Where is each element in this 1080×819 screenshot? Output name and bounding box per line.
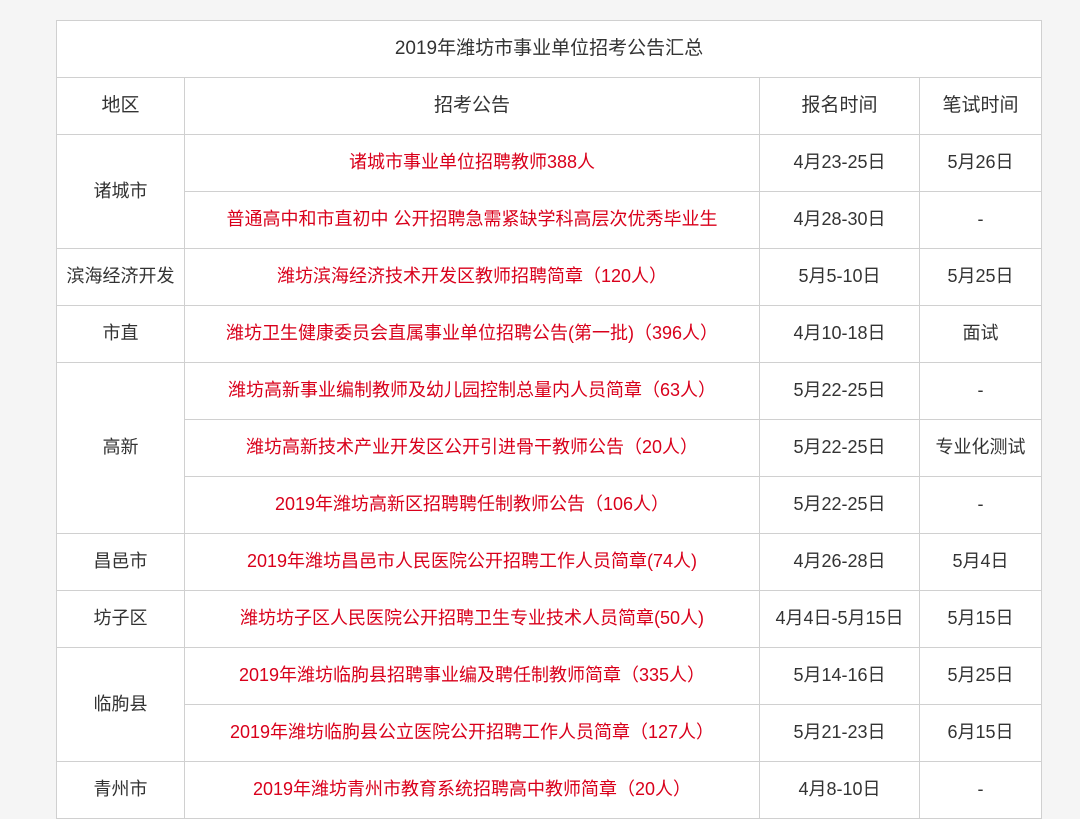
notice-link[interactable]: 2019年潍坊高新区招聘聘任制教师公告（106人） [275,494,669,514]
cell-exam-time: - [919,363,1041,420]
table-row: 潍坊高新技术产业开发区公开引进骨干教师公告（20人） 5月22-25日专业化测试 [57,420,1042,477]
cell-region: 青州市 [57,762,185,819]
table-row: 青州市 2019年潍坊青州市教育系统招聘高中教师简章（20人） 4月8-10日- [57,762,1042,819]
cell-notice: 2019年潍坊临朐县招聘事业编及聘任制教师简章（335人） [185,648,760,705]
cell-exam-time: - [919,192,1041,249]
cell-apply-time: 5月22-25日 [759,363,919,420]
cell-notice: 潍坊高新事业编制教师及幼儿园控制总量内人员简章（63人） [185,363,760,420]
notice-link[interactable]: 潍坊高新技术产业开发区公开引进骨干教师公告（20人） [246,437,698,457]
notice-link[interactable]: 潍坊高新事业编制教师及幼儿园控制总量内人员简章（63人） [228,380,716,400]
notice-link[interactable]: 2019年潍坊临朐县招聘事业编及聘任制教师简章（335人） [239,665,705,685]
cell-region: 市直 [57,306,185,363]
cell-notice: 潍坊滨海经济技术开发区教师招聘简章（120人） [185,249,760,306]
table-title: 2019年潍坊市事业单位招考公告汇总 [57,21,1042,78]
recruitment-table: 2019年潍坊市事业单位招考公告汇总地区招考公告报名时间笔试时间诸城市 诸城市事业… [56,20,1042,819]
table-row: 诸城市诸城市事业单位招聘教师388人4月23-25日5月26日 [57,135,1042,192]
cell-exam-time: 5月25日 [919,249,1041,306]
cell-apply-time: 5月5-10日 [759,249,919,306]
cell-notice: 2019年潍坊高新区招聘聘任制教师公告（106人） [185,477,760,534]
cell-notice: 潍坊坊子区人民医院公开招聘卫生专业技术人员简章(50人) [185,591,760,648]
cell-apply-time: 4月23-25日 [759,135,919,192]
col-header-region: 地区 [57,78,185,135]
cell-exam-time: 5月26日 [919,135,1041,192]
cell-notice: 潍坊卫生健康委员会直属事业单位招聘公告(第一批)（396人） [185,306,760,363]
cell-region: 临朐县 [57,648,185,762]
col-header-notice: 招考公告 [185,78,760,135]
notice-link[interactable]: 潍坊滨海经济技术开发区教师招聘简章（120人） [277,266,667,286]
cell-exam-time: 专业化测试 [919,420,1041,477]
cell-notice: 2019年潍坊昌邑市人民医院公开招聘工作人员简章(74人) [185,534,760,591]
cell-apply-time: 5月22-25日 [759,477,919,534]
cell-apply-time: 4月4日-5月15日 [759,591,919,648]
cell-region: 诸城市 [57,135,185,249]
cell-region: 滨海经济开发 [57,249,185,306]
cell-apply-time: 5月21-23日 [759,705,919,762]
cell-notice: 2019年潍坊青州市教育系统招聘高中教师简章（20人） [185,762,760,819]
notice-link[interactable]: 诸城市事业单位招聘教师388人 [349,152,595,172]
table-row: 2019年潍坊高新区招聘聘任制教师公告（106人） 5月22-25日- [57,477,1042,534]
cell-notice: 潍坊高新技术产业开发区公开引进骨干教师公告（20人） [185,420,760,477]
col-header-apply: 报名时间 [759,78,919,135]
cell-region: 高新 [57,363,185,534]
notice-link[interactable]: 普通高中和市直初中 公开招聘急需紧缺学科高层次优秀毕业生 [226,209,717,229]
cell-exam-time: - [919,762,1041,819]
notice-link[interactable]: 潍坊坊子区人民医院公开招聘卫生专业技术人员简章(50人) [240,608,704,628]
cell-apply-time: 5月14-16日 [759,648,919,705]
cell-exam-time: 5月4日 [919,534,1041,591]
cell-notice: 普通高中和市直初中 公开招聘急需紧缺学科高层次优秀毕业生 [185,192,760,249]
cell-notice: 诸城市事业单位招聘教师388人 [185,135,760,192]
cell-notice: 2019年潍坊临朐县公立医院公开招聘工作人员简章（127人） [185,705,760,762]
notice-link[interactable]: 2019年潍坊青州市教育系统招聘高中教师简章（20人） [253,779,691,799]
notice-link[interactable]: 2019年潍坊临朐县公立医院公开招聘工作人员简章（127人） [230,722,714,742]
col-header-exam: 笔试时间 [919,78,1041,135]
table-row: 坊子区 潍坊坊子区人民医院公开招聘卫生专业技术人员简章(50人) 4月4日-5月15… [57,591,1042,648]
cell-exam-time: 5月15日 [919,591,1041,648]
cell-exam-time: 6月15日 [919,705,1041,762]
cell-apply-time: 4月10-18日 [759,306,919,363]
notice-link[interactable]: 潍坊卫生健康委员会直属事业单位招聘公告(第一批)（396人） [226,323,718,343]
cell-region: 昌邑市 [57,534,185,591]
cell-region: 坊子区 [57,591,185,648]
notice-link[interactable]: 2019年潍坊昌邑市人民医院公开招聘工作人员简章(74人) [247,551,697,571]
cell-exam-time: 5月25日 [919,648,1041,705]
table-row: 高新潍坊高新事业编制教师及幼儿园控制总量内人员简章（63人）5月22-25日- [57,363,1042,420]
cell-apply-time: 4月8-10日 [759,762,919,819]
table-row: 昌邑市 2019年潍坊昌邑市人民医院公开招聘工作人员简章(74人) 4月26-28日… [57,534,1042,591]
table-row: 临朐县2019年潍坊临朐县招聘事业编及聘任制教师简章（335人）5月14-16日… [57,648,1042,705]
cell-apply-time: 4月26-28日 [759,534,919,591]
table-row: 2019年潍坊临朐县公立医院公开招聘工作人员简章（127人） 5月21-23日6月… [57,705,1042,762]
table-row: 市直 潍坊卫生健康委员会直属事业单位招聘公告(第一批)（396人） 4月10-18日… [57,306,1042,363]
table-row: 滨海经济开发 潍坊滨海经济技术开发区教师招聘简章（120人） 5月5-10日5月25… [57,249,1042,306]
cell-apply-time: 4月28-30日 [759,192,919,249]
cell-exam-time: - [919,477,1041,534]
table-row: 普通高中和市直初中 公开招聘急需紧缺学科高层次优秀毕业生 4月28-30日- [57,192,1042,249]
cell-apply-time: 5月22-25日 [759,420,919,477]
cell-exam-time: 面试 [919,306,1041,363]
